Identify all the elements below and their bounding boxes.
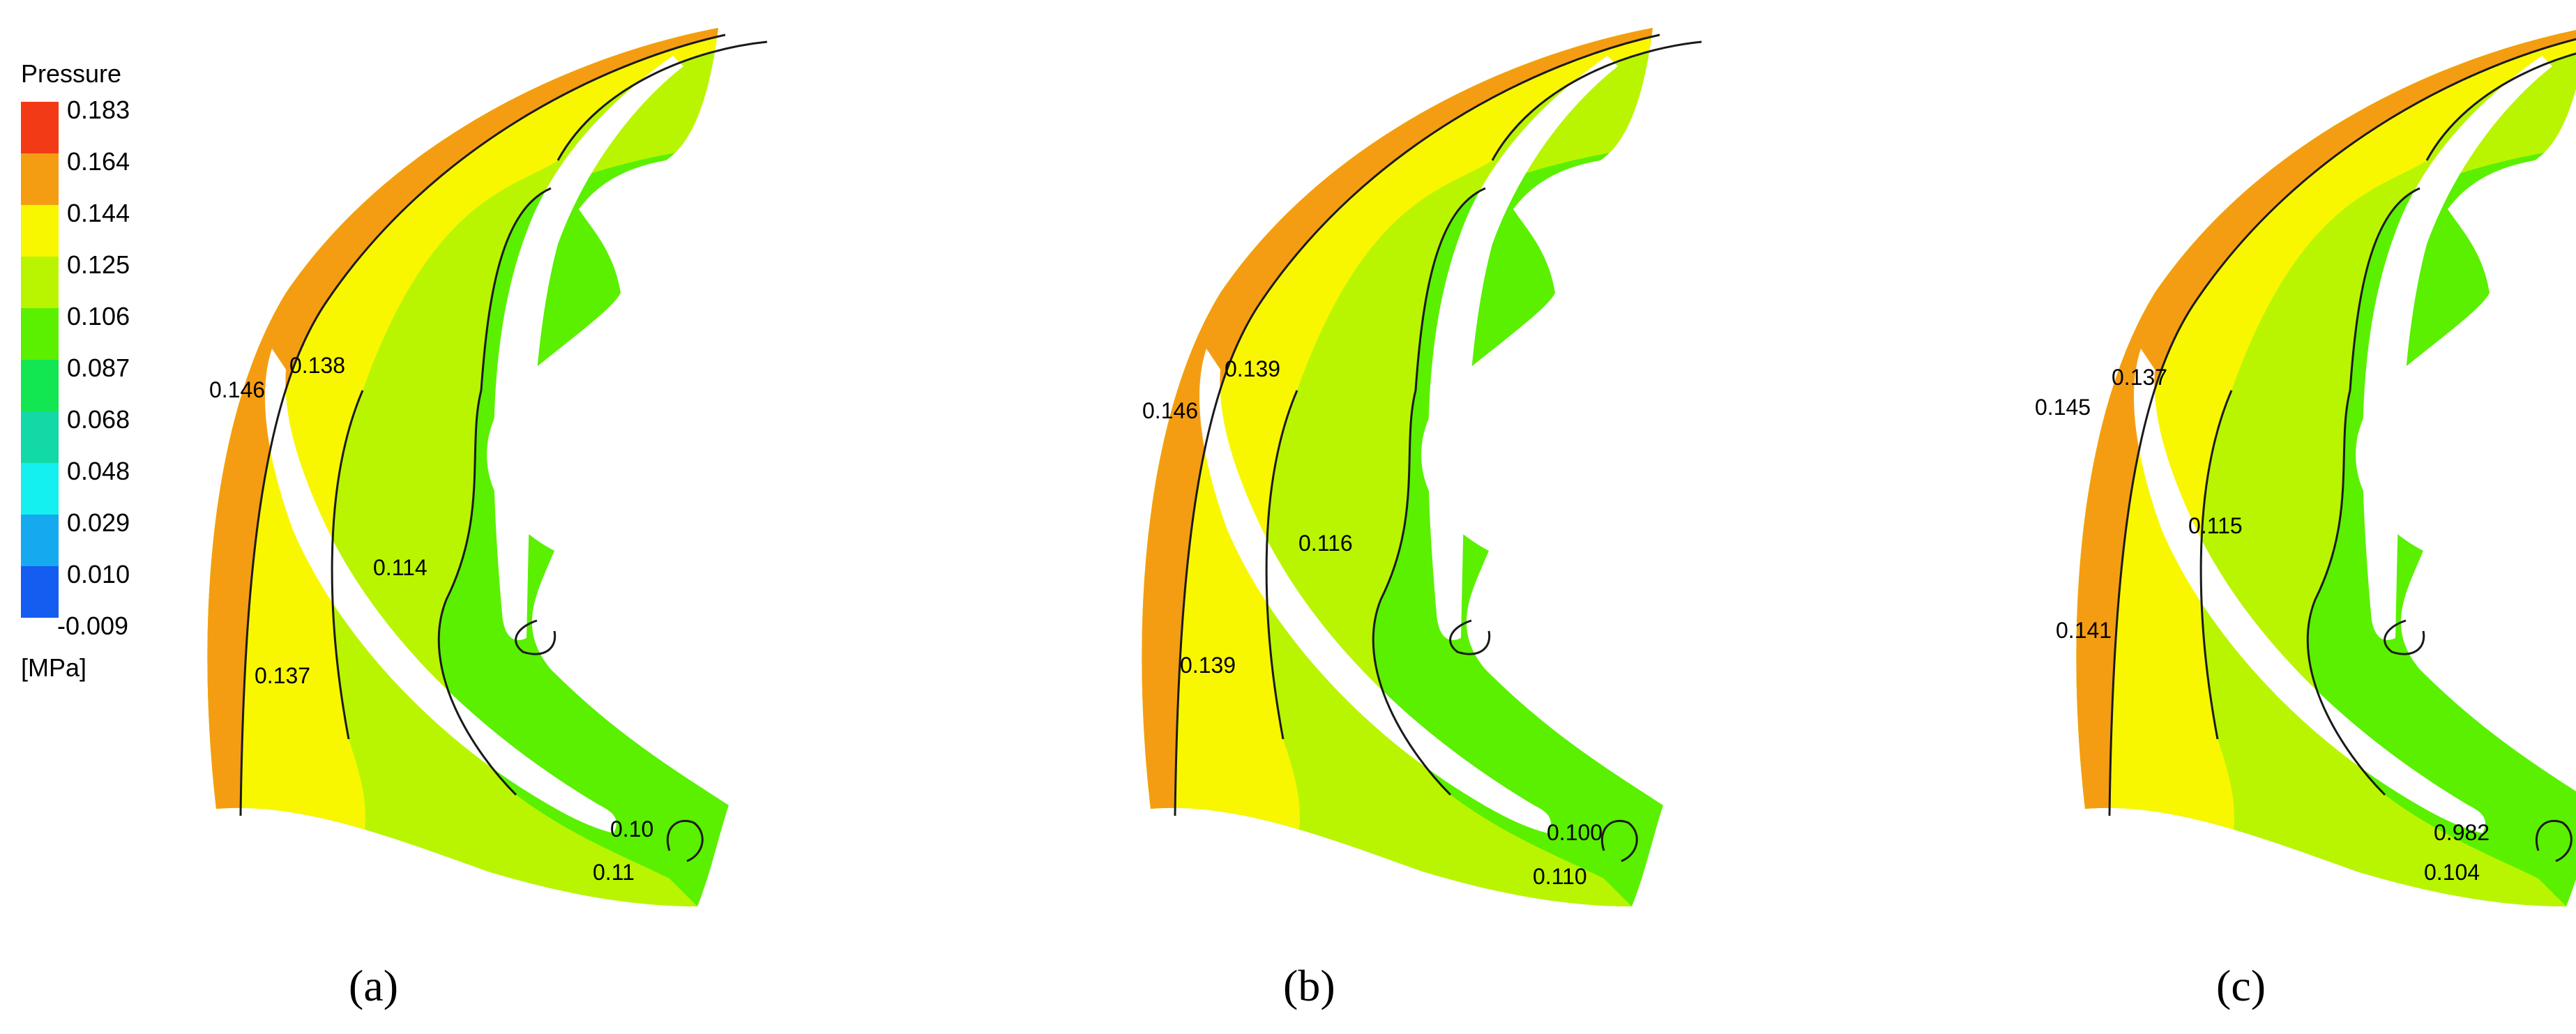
contour-label-suction-top: 0.137 — [2112, 365, 2167, 390]
contour-labels: 0.146 0.138 0.114 0.137 0.10 0.11 — [209, 353, 653, 885]
legend-tick: 0.183 — [67, 96, 130, 124]
legend-swatch — [21, 153, 59, 205]
contour-label-mid-passage: 0.115 — [2188, 513, 2243, 538]
panel-caption-c: (c) — [2216, 961, 2266, 1010]
contour-label-suction-top: 0.138 — [289, 353, 345, 378]
legend-swatch — [21, 411, 59, 463]
legend-tick: 0.048 — [67, 457, 130, 485]
contour-label-outlet-upper: 0.100 — [1547, 820, 1603, 845]
contour-label-pressure-side: 0.139 — [1180, 653, 1236, 678]
impeller-passage-contour — [1109, 0, 1702, 976]
contour-label-outlet-lower: 0.104 — [2424, 860, 2480, 885]
impeller-passage-contour — [2043, 0, 2576, 976]
legend-tick: 0.125 — [67, 250, 130, 279]
legend-swatch — [21, 360, 59, 411]
contour-label-outlet-lower: 0.11 — [593, 860, 635, 885]
legend-swatch — [21, 257, 59, 308]
contour-label-mid-passage: 0.116 — [1298, 531, 1353, 556]
legend-tick: -0.009 — [57, 611, 128, 640]
contour-labels: 0.145 0.137 0.115 0.141 0.982 0.104 — [2035, 365, 2490, 885]
contour-labels: 0.146 0.139 0.116 0.139 0.100 0.110 — [1142, 356, 1603, 889]
contour-label-outlet-upper: 0.982 — [2434, 820, 2490, 845]
contour-label-inlet-tip: 0.146 — [209, 377, 265, 402]
contour-label-pressure-side: 0.137 — [255, 663, 310, 688]
legend-unit: [MPa] — [21, 653, 86, 682]
contour-label-outlet-lower: 0.110 — [1533, 864, 1587, 889]
contour-panel-b: 0.146 0.139 0.116 0.139 0.100 0.110 (b) — [1109, 0, 1702, 1010]
legend-color-bar — [21, 102, 59, 618]
legend-title: Pressure — [21, 59, 121, 88]
pressure-legend: Pressure 0.183 0.164 0.144 0.125 0.106 0… — [21, 59, 130, 682]
legend-swatch — [21, 205, 59, 257]
legend-tick: 0.106 — [67, 302, 130, 330]
legend-swatch — [21, 102, 59, 153]
legend-tick: 0.087 — [67, 353, 130, 382]
contour-panel-a: 0.146 0.138 0.114 0.137 0.10 0.11 (a) — [174, 0, 767, 1010]
contour-label-mid-passage: 0.114 — [373, 555, 427, 580]
legend-swatch — [21, 515, 59, 566]
contour-label-inlet-tip: 0.146 — [1142, 398, 1198, 423]
legend-tick: 0.164 — [67, 147, 130, 176]
legend-swatch — [21, 566, 59, 618]
panel-caption-a: (a) — [349, 961, 398, 1010]
legend-tick: 0.144 — [67, 199, 130, 227]
legend-tick: 0.068 — [67, 405, 130, 434]
contour-label-inlet-tip: 0.145 — [2035, 395, 2091, 420]
panel-caption-b: (b) — [1283, 961, 1335, 1010]
contour-label-suction-top: 0.139 — [1225, 356, 1280, 381]
contour-label-pressure-side: 0.141 — [2056, 618, 2112, 643]
legend-swatch — [21, 308, 59, 360]
legend-tick: 0.010 — [67, 560, 130, 588]
legend-tick: 0.029 — [67, 508, 130, 537]
contour-label-outlet-upper: 0.10 — [610, 816, 653, 842]
legend-swatch — [21, 463, 59, 515]
impeller-passage-contour — [174, 0, 767, 976]
contour-panel-c: 0.145 0.137 0.115 0.141 0.982 0.104 (c) — [2035, 0, 2576, 1010]
